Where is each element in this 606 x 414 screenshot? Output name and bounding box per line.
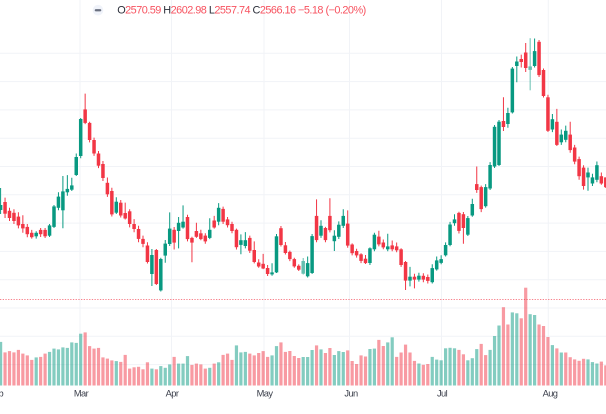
svg-text:Feb: Feb (0, 389, 4, 399)
svg-text:O2570.59 H2602.98 L2557.74 C25: O2570.59 H2602.98 L2557.74 C2566.16 −5.1… (117, 5, 366, 17)
svg-text:Jul: Jul (437, 389, 448, 399)
svg-text:Apr: Apr (166, 389, 179, 399)
svg-text:Mar: Mar (74, 389, 89, 399)
svg-text:May: May (257, 389, 274, 399)
svg-text:Jun: Jun (344, 389, 358, 399)
svg-text:Aug: Aug (543, 389, 558, 399)
